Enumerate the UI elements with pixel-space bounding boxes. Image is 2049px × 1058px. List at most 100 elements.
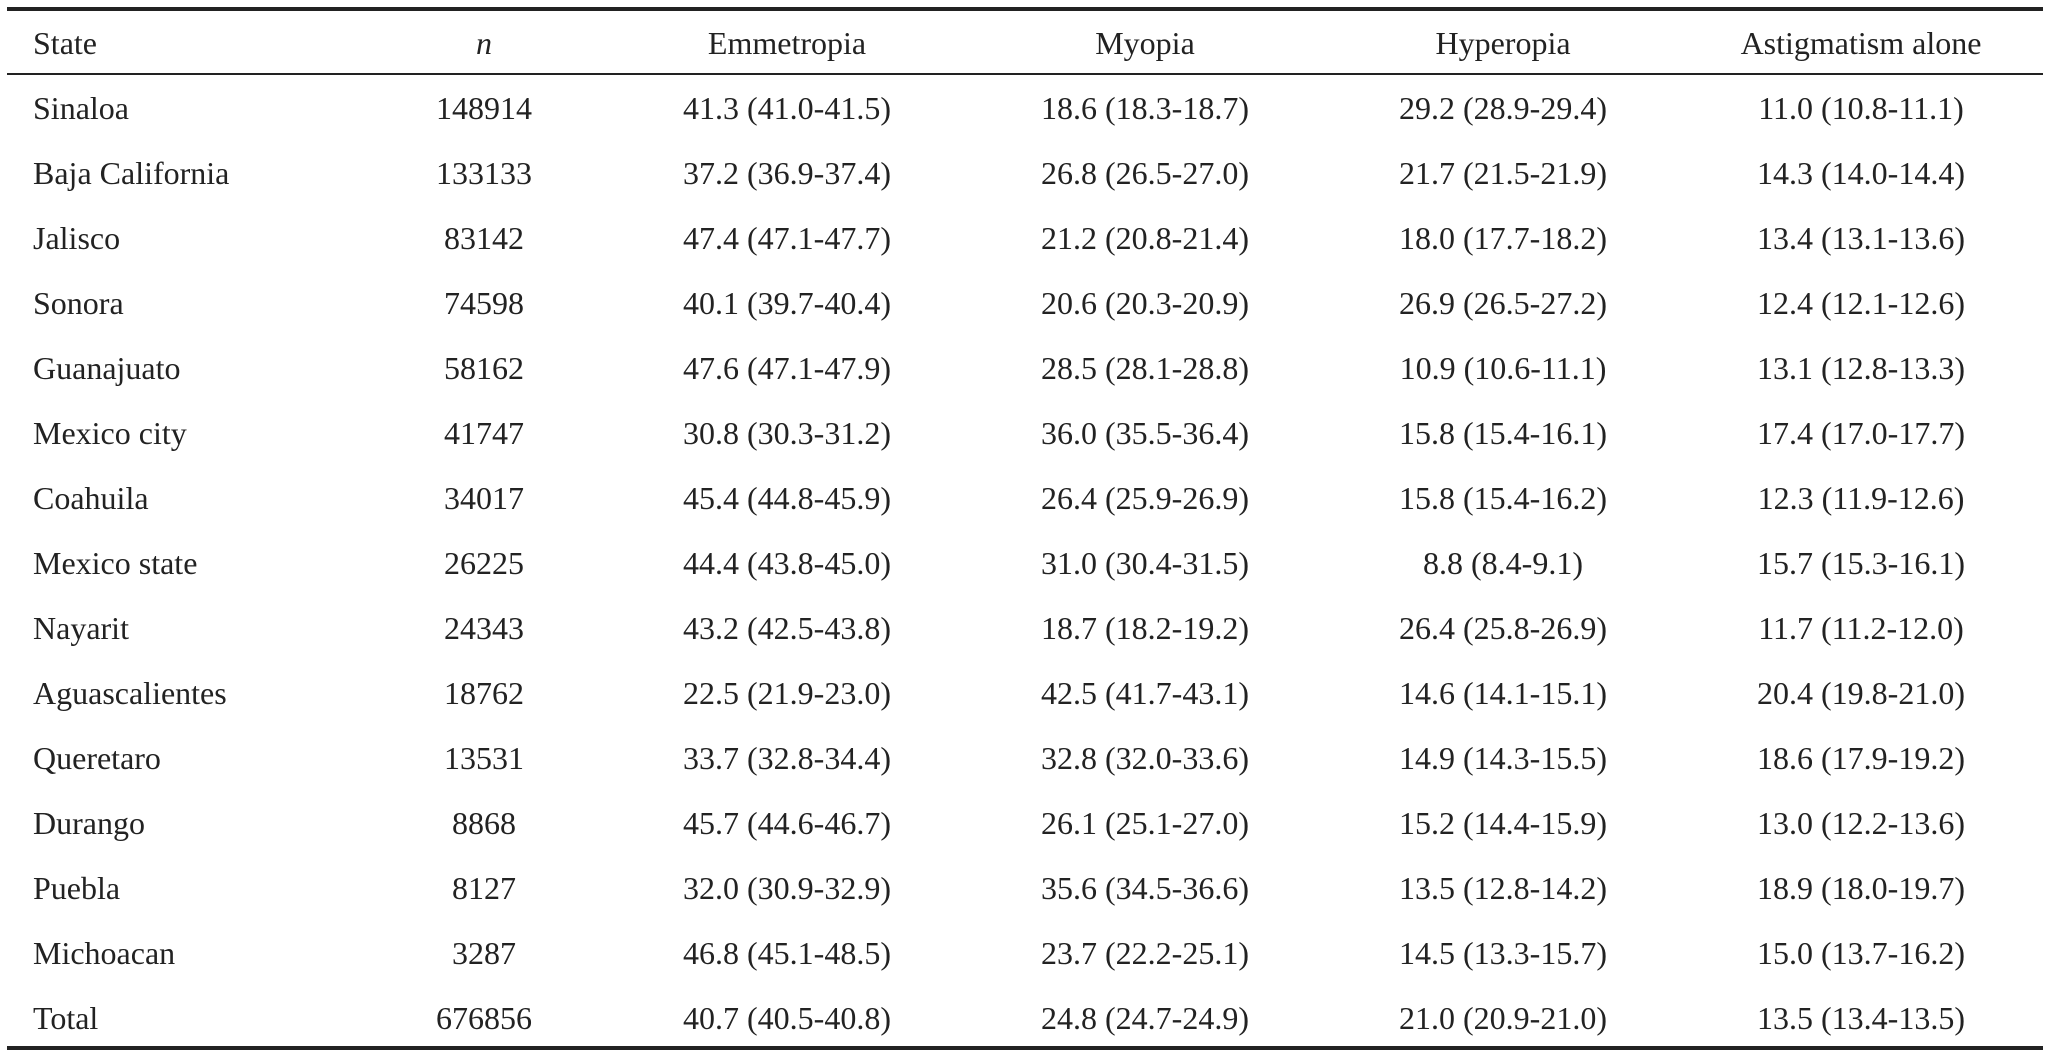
table-cell: 26225: [444, 545, 524, 581]
row-label: Nayarit: [33, 610, 129, 646]
row-label: Guanajuato: [33, 350, 181, 386]
table-cell: 13.1 (12.8-13.3): [1757, 350, 1965, 386]
table-cell: 18.7 (18.2-19.2): [1041, 610, 1249, 646]
table-cell: 41747: [444, 415, 524, 451]
table-cell: 40.1 (39.7-40.4): [683, 285, 891, 321]
table-cell: 22.5 (21.9-23.0): [683, 675, 891, 711]
table-cell: 18.0 (17.7-18.2): [1399, 220, 1607, 256]
table-cell: 37.2 (36.9-37.4): [683, 155, 891, 191]
table-cell: 42.5 (41.7-43.1): [1041, 675, 1249, 711]
column-header: Hyperopia: [1435, 25, 1571, 61]
table-cell: 14.5 (13.3-15.7): [1399, 935, 1607, 971]
table-cell: 40.7 (40.5-40.8): [683, 1000, 891, 1036]
table-cell: 34017: [444, 480, 524, 516]
table-cell: 36.0 (35.5-36.4): [1041, 415, 1249, 451]
table-cell: 33.7 (32.8-34.4): [683, 740, 891, 776]
table-cell: 28.5 (28.1-28.8): [1041, 350, 1249, 386]
table-cell: 13.4 (13.1-13.6): [1757, 220, 1965, 256]
table-cell: 26.1 (25.1-27.0): [1041, 805, 1249, 841]
table-cell: 15.7 (15.3-16.1): [1757, 545, 1965, 581]
table-cell: 8868: [452, 805, 516, 841]
table-cell: 24.8 (24.7-24.9): [1041, 1000, 1249, 1036]
table-cell: 13531: [444, 740, 524, 776]
table-cell: 47.4 (47.1-47.7): [683, 220, 891, 256]
column-header: n: [476, 25, 492, 61]
table-cell: 15.2 (14.4-15.9): [1399, 805, 1607, 841]
table-cell: 18.9 (18.0-19.7): [1757, 870, 1965, 906]
table-cell: 20.6 (20.3-20.9): [1041, 285, 1249, 321]
table-cell: 26.4 (25.9-26.9): [1041, 480, 1249, 516]
table-cell: 3287: [452, 935, 516, 971]
table-cell: 32.0 (30.9-32.9): [683, 870, 891, 906]
table-cell: 10.9 (10.6-11.1): [1399, 350, 1607, 386]
row-label: Coahuila: [33, 480, 149, 516]
table-cell: 20.4 (19.8-21.0): [1757, 675, 1965, 711]
table-cell: 18762: [444, 675, 524, 711]
table-cell: 26.4 (25.8-26.9): [1399, 610, 1607, 646]
column-header: Emmetropia: [707, 25, 867, 61]
table-cell: 14.9 (14.3-15.5): [1399, 740, 1607, 776]
top-rule: [7, 7, 2043, 11]
table-cell: 17.4 (17.0-17.7): [1757, 415, 1965, 451]
table-cell: 26.8 (26.5-27.0): [1041, 155, 1249, 191]
table-cell: 13.0 (12.2-13.6): [1757, 805, 1965, 841]
table-cell: 11.7 (11.2-12.0): [1758, 610, 1964, 646]
table-cell: 13.5 (12.8-14.2): [1399, 870, 1607, 906]
table-cell: 32.8 (32.0-33.6): [1041, 740, 1249, 776]
table-cell: 11.0 (10.8-11.1): [1758, 90, 1964, 126]
row-label: Jalisco: [33, 220, 121, 256]
table-cell: 13.5 (13.4-13.5): [1757, 1000, 1965, 1036]
table-cell: 12.4 (12.1-12.6): [1757, 285, 1965, 321]
header-rule: [7, 73, 2043, 75]
table-cell: 18.6 (18.3-18.7): [1041, 90, 1249, 126]
table-cell: 31.0 (30.4-31.5): [1041, 545, 1249, 581]
table-cell: 26.9 (26.5-27.2): [1399, 285, 1607, 321]
row-label: Michoacan: [33, 935, 176, 971]
row-label: Mexico state: [33, 545, 198, 581]
table-cell: 15.8 (15.4-16.1): [1399, 415, 1607, 451]
table-cell: 45.7 (44.6-46.7): [683, 805, 891, 841]
row-label: Aguascalientes: [33, 675, 227, 711]
table-cell: 8127: [452, 870, 516, 906]
bottom-rule: [7, 1046, 2043, 1050]
table-cell: 21.2 (20.8-21.4): [1041, 220, 1249, 256]
row-label: Sonora: [33, 285, 124, 321]
table-cell: 14.3 (14.0-14.4): [1757, 155, 1965, 191]
table-cell: 41.3 (41.0-41.5): [683, 90, 891, 126]
table-cell: 133133: [436, 155, 532, 191]
table-cell: 58162: [444, 350, 524, 386]
table-cell: 23.7 (22.2-25.1): [1041, 935, 1249, 971]
table-cell: 83142: [444, 220, 524, 256]
table-cell: 21.0 (20.9-21.0): [1399, 1000, 1607, 1036]
table-cell: 15.0 (13.7-16.2): [1757, 935, 1965, 971]
row-label: Sinaloa: [33, 90, 129, 126]
table-cell: 43.2 (42.5-43.8): [683, 610, 891, 646]
table-cell: 14.6 (14.1-15.1): [1399, 675, 1607, 711]
table-cell: 21.7 (21.5-21.9): [1399, 155, 1607, 191]
table-cell: 44.4 (43.8-45.0): [683, 545, 891, 581]
table-cell: 35.6 (34.5-36.6): [1041, 870, 1249, 906]
row-label: Mexico city: [33, 415, 187, 451]
row-label: Total: [33, 1000, 99, 1036]
table-cell: 46.8 (45.1-48.5): [683, 935, 891, 971]
column-header: Astigmatism alone: [1740, 25, 1982, 61]
column-header: Myopia: [1095, 25, 1195, 61]
table-cell: 676856: [436, 1000, 532, 1036]
row-label: Baja California: [33, 155, 230, 191]
table-cell: 24343: [444, 610, 524, 646]
table-cell: 45.4 (44.8-45.9): [683, 480, 891, 516]
row-label: Puebla: [33, 870, 121, 906]
row-label: Durango: [33, 805, 145, 841]
table-cell: 74598: [444, 285, 524, 321]
table-cell: 29.2 (28.9-29.4): [1399, 90, 1607, 126]
column-header: State: [33, 25, 97, 61]
table-cell: 8.8 (8.4-9.1): [1423, 545, 1583, 581]
table-cell: 30.8 (30.3-31.2): [683, 415, 891, 451]
table-cell: 148914: [436, 90, 532, 126]
table-cell: 12.3 (11.9-12.6): [1757, 480, 1965, 516]
table-cell: 15.8 (15.4-16.2): [1399, 480, 1607, 516]
table-cell: 47.6 (47.1-47.9): [683, 350, 891, 386]
row-label: Queretaro: [33, 740, 161, 776]
table-cell: 18.6 (17.9-19.2): [1757, 740, 1965, 776]
